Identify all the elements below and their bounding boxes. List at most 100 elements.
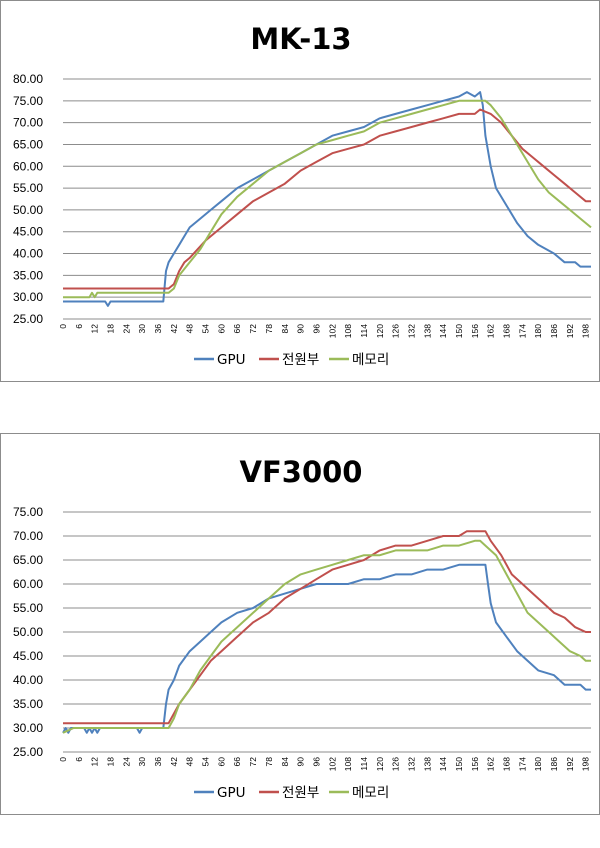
chart-mk13: MK-13 25.00 30.00 35.00 40.00 45.00 50.00 55.00…: [13, 22, 592, 368]
y-tick-label: 70.00: [13, 529, 43, 543]
x-tick-label: 72: [248, 757, 258, 767]
x-tick-label: 42: [169, 757, 179, 767]
x-tick-label: 180: [533, 757, 543, 771]
legend-label: GPU: [217, 785, 245, 801]
y-gridlines: [63, 511, 591, 753]
x-tick-label: 162: [486, 757, 496, 771]
y-tick-label: 45.00: [13, 225, 43, 239]
x-tick-label: 198: [581, 324, 591, 338]
legend-label: 전원부: [282, 785, 319, 801]
x-tick-label: 6: [74, 324, 84, 329]
legend-label: 메모리: [352, 352, 389, 368]
y-axis: 25.00 30.00 35.00 40.00 45.00 50.00 55.00 60.00…: [13, 505, 43, 759]
y-tick-label: 65.00: [13, 553, 43, 567]
x-tick-label: 108: [343, 757, 353, 771]
x-tick-label: 30: [137, 757, 147, 767]
x-tick-label: 96: [311, 757, 321, 767]
x-tick-label: 168: [502, 324, 512, 338]
x-axis: 0 6 12 18 24 30 36 42 48 54 60 66 72 78 84 90 96 102 108 11…: [58, 757, 591, 771]
x-tick-label: 132: [406, 757, 416, 771]
x-tick-label: 120: [375, 324, 385, 338]
y-tick-label: 30.00: [13, 721, 43, 735]
chart-panel-mk13: MK-13 25.00 30.00 35.00 40.00 45.00 50.00 55.00…: [0, 0, 600, 382]
x-tick-label: 0: [58, 324, 68, 329]
y-tick-label: 35.00: [13, 697, 43, 711]
y-tick-label: 25.00: [13, 312, 43, 326]
x-tick-label: 54: [201, 324, 211, 334]
x-tick-label: 144: [438, 757, 448, 771]
x-tick-label: 18: [106, 757, 116, 767]
series-line-memory: [62, 539, 591, 734]
y-tick-label: 55.00: [13, 181, 43, 195]
y-axis: 25.00 30.00 35.00 40.00 45.00 50.00 55.00 60.00…: [13, 72, 43, 326]
y-tick-label: 80.00: [13, 72, 43, 86]
x-tick-label: 150: [454, 324, 464, 338]
x-tick-label: 60: [216, 757, 226, 767]
x-tick-label: 126: [391, 757, 401, 771]
legend: GPU 전원부 메모리: [194, 785, 389, 801]
x-tick-label: 132: [406, 324, 416, 338]
x-tick-label: 48: [185, 757, 195, 767]
x-tick-label: 6: [74, 757, 84, 762]
x-tick-label: 186: [549, 324, 559, 338]
x-tick-label: 84: [280, 757, 290, 767]
x-tick-label: 84: [280, 324, 290, 334]
x-tick-label: 186: [549, 757, 559, 771]
x-tick-label: 138: [422, 324, 432, 338]
series-line-gpu: [62, 563, 591, 734]
y-tick-label: 35.00: [13, 268, 43, 282]
x-tick-label: 126: [391, 324, 401, 338]
y-gridlines: [63, 78, 591, 320]
x-tick-label: 78: [264, 324, 274, 334]
y-tick-label: 60.00: [13, 577, 43, 591]
y-tick-label: 75.00: [13, 505, 43, 519]
x-tick-label: 66: [232, 757, 242, 767]
y-tick-label: 50.00: [13, 203, 43, 217]
x-tick-label: 108: [343, 324, 353, 338]
series-line-gpu: [63, 91, 591, 307]
y-tick-label: 70.00: [13, 116, 43, 130]
x-tick-label: 156: [470, 324, 480, 338]
chart-vf3000: VF3000 25.00 30.00 35.00 40.00 45.00 50.00 55.0…: [13, 455, 591, 801]
x-tick-label: 12: [90, 757, 100, 767]
x-tick-label: 90: [296, 324, 306, 334]
chart-title: MK-13: [250, 22, 351, 56]
x-tick-label: 12: [90, 324, 100, 334]
y-tick-label: 65.00: [13, 137, 43, 151]
x-tick-label: 192: [565, 324, 575, 338]
x-tick-label: 102: [327, 324, 337, 338]
x-tick-label: 156: [470, 757, 480, 771]
y-tick-label: 75.00: [13, 94, 43, 108]
series-line-memory: [63, 99, 592, 299]
x-tick-label: 174: [517, 757, 527, 771]
x-tick-label: 192: [565, 757, 575, 771]
y-tick-label: 60.00: [13, 159, 43, 173]
x-tick-label: 24: [121, 324, 131, 334]
x-tick-label: 24: [121, 757, 131, 767]
x-tick-label: 36: [153, 324, 163, 334]
x-tick-label: 102: [327, 757, 337, 771]
legend: GPU 전원부 메모리: [194, 352, 389, 368]
legend-label: 메모리: [352, 785, 389, 801]
x-tick-label: 90: [296, 757, 306, 767]
x-tick-label: 180: [533, 324, 543, 338]
x-tick-label: 60: [216, 324, 226, 334]
x-tick-label: 0: [58, 757, 68, 762]
chart-title: VF3000: [240, 455, 363, 489]
x-tick-label: 114: [359, 757, 369, 771]
y-tick-label: 40.00: [13, 673, 43, 687]
x-tick-label: 66: [232, 324, 242, 334]
x-axis: 0 6 12 18 24 30 36 42 48 54 60 66 72 78 84 90 96 102 108 11…: [58, 324, 591, 338]
x-tick-label: 162: [486, 324, 496, 338]
legend-label: 전원부: [282, 352, 319, 368]
x-tick-label: 54: [201, 757, 211, 767]
x-tick-label: 48: [185, 324, 195, 334]
x-tick-label: 114: [359, 324, 369, 338]
x-tick-label: 144: [438, 324, 448, 338]
chart-panel-vf3000: VF3000 25.00 30.00 35.00 40.00 45.00 50.00 55.0…: [0, 433, 600, 815]
x-tick-label: 78: [264, 757, 274, 767]
x-tick-label: 138: [422, 757, 432, 771]
y-tick-label: 50.00: [13, 625, 43, 639]
x-tick-label: 150: [454, 757, 464, 771]
y-tick-label: 55.00: [13, 601, 43, 615]
